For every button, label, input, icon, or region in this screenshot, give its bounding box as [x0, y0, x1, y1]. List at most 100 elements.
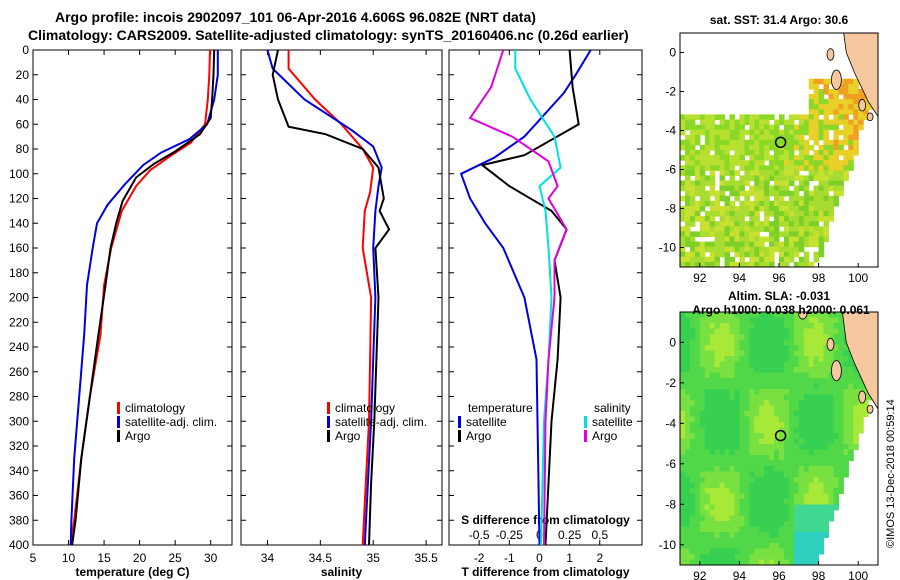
map-cell	[699, 554, 706, 560]
map-cell	[724, 216, 730, 222]
map-cell	[828, 504, 834, 511]
map-cell	[793, 389, 800, 395]
map-cell	[853, 405, 859, 412]
series-group	[266, 50, 391, 545]
depth-tick-label: 100	[9, 167, 29, 181]
map-cell	[764, 317, 770, 324]
map-cell	[798, 114, 805, 120]
map-cell	[685, 411, 691, 417]
map-cell	[744, 160, 750, 166]
map-cell	[704, 339, 711, 346]
map-cell	[769, 236, 775, 243]
x-tick-label: 30	[204, 551, 218, 565]
map-cell	[709, 246, 716, 253]
map-cell	[709, 334, 716, 340]
map-cell	[764, 246, 770, 253]
map-cell	[685, 144, 691, 151]
depth-tick-label: 260	[9, 365, 29, 379]
map-cell	[734, 515, 740, 522]
map-cell	[704, 416, 711, 423]
map-cell	[784, 488, 790, 494]
map-cell	[788, 350, 795, 357]
map-cell	[759, 256, 765, 263]
map-cell	[749, 378, 755, 384]
map-cell	[793, 124, 800, 131]
map-cell	[694, 532, 701, 538]
map-cell	[788, 339, 795, 346]
map-cell	[704, 328, 711, 335]
map-cell	[818, 488, 825, 494]
map-cell	[759, 383, 765, 390]
map-cell	[699, 216, 706, 222]
map-cell	[739, 200, 745, 207]
legend-swatch	[327, 416, 330, 428]
map-cell	[699, 323, 706, 329]
map-cell	[699, 144, 706, 151]
map-cell	[823, 482, 829, 489]
map-cell	[828, 455, 834, 461]
map-cell	[689, 165, 696, 171]
map-cell	[818, 200, 825, 207]
map-cell	[779, 521, 785, 527]
map-cell	[689, 378, 696, 384]
map-cell	[803, 216, 810, 222]
map-cell	[798, 499, 805, 505]
map-cell	[704, 150, 711, 156]
map-cell	[808, 134, 815, 141]
map-cell	[724, 328, 730, 335]
map-cell	[694, 389, 701, 395]
map-cell	[685, 206, 691, 212]
map-cell	[699, 165, 706, 171]
map-cell	[769, 466, 775, 472]
map-cell	[754, 444, 760, 450]
map-cell	[724, 532, 730, 538]
map-cell	[818, 504, 825, 511]
map-cell	[803, 144, 810, 151]
map-cell	[709, 226, 716, 232]
map-cell	[828, 119, 834, 126]
map-cell	[689, 356, 696, 362]
map-cell	[808, 559, 815, 565]
map-cell	[833, 350, 839, 357]
map-cell	[689, 160, 696, 166]
y-tick-label: -6	[665, 163, 676, 177]
map-cell	[838, 312, 844, 318]
map-cell	[714, 400, 721, 406]
sla-map-subtitle: Argo h1000: 0.038 h2000: 0.061	[692, 303, 870, 317]
map-cell	[838, 114, 844, 120]
map-cell	[754, 160, 760, 166]
map-cell	[744, 328, 750, 335]
map-cell	[744, 444, 750, 450]
map-cell	[798, 129, 805, 136]
map-cell	[744, 251, 750, 258]
map-cell	[813, 150, 820, 156]
map-cell	[699, 350, 706, 357]
map-cell	[685, 114, 691, 120]
map-cell	[699, 129, 706, 136]
map-cell	[689, 134, 696, 141]
map-cell	[838, 477, 844, 483]
map-cell	[798, 416, 805, 423]
map-cell	[813, 405, 820, 412]
map-cell	[709, 460, 716, 467]
map-cell	[704, 114, 711, 120]
map-cell	[744, 261, 750, 267]
map-cell	[828, 449, 834, 456]
map-cell	[774, 246, 780, 253]
map-cell	[685, 427, 691, 434]
map-cell	[704, 466, 711, 472]
map-cell	[798, 510, 805, 516]
map-cell	[843, 129, 849, 136]
map-cell	[843, 78, 849, 85]
map-cell	[808, 482, 815, 489]
map-cell	[808, 361, 815, 368]
map-cell	[689, 449, 696, 456]
map-cell	[744, 129, 750, 136]
map-cell	[749, 246, 755, 253]
map-cell	[774, 537, 780, 544]
map-cell	[774, 221, 780, 227]
map-cell	[853, 134, 859, 141]
map-cell	[833, 438, 839, 445]
map-cell	[759, 394, 765, 401]
map-cell	[774, 139, 780, 146]
